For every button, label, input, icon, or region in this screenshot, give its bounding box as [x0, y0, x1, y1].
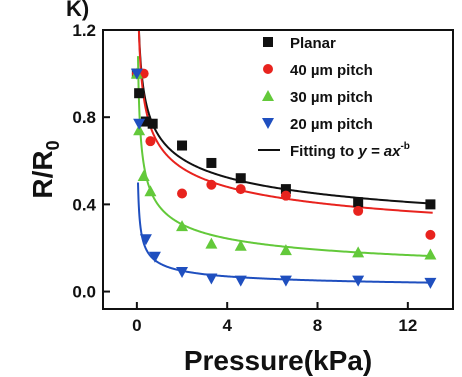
fit-curve-1 [137, 30, 433, 205]
data-point [130, 68, 143, 80]
data-point [145, 136, 156, 147]
y-axis-title: R/R0 [27, 140, 63, 198]
data-point [144, 185, 157, 197]
data-point [280, 190, 291, 201]
legend-label: 30 µm pitch [290, 89, 373, 106]
legend-marker [263, 64, 273, 74]
legend: Planar 40 µm pitch 30 µm pitch 20 µm pitch F… [258, 35, 410, 160]
y-axis-title-subscript: 0 [43, 140, 63, 150]
data-point [176, 266, 189, 278]
plot-frame [102, 29, 454, 310]
data-point [205, 237, 218, 249]
data-point [206, 157, 217, 168]
series-1 [131, 68, 436, 210]
data-point [424, 277, 437, 289]
data-point [280, 184, 291, 195]
legend-label: Planar [290, 35, 336, 52]
x-tick-label: 4 [222, 316, 232, 335]
y-tick-label: 1.2 [72, 21, 96, 40]
panel-label: K) [66, 0, 89, 21]
legend-marker [262, 118, 274, 129]
x-tick-label: 8 [313, 316, 322, 335]
x-tick-label: 12 [398, 316, 417, 335]
data-point [134, 88, 145, 99]
data-point [279, 275, 292, 287]
data-point [352, 275, 365, 287]
data-point [235, 173, 246, 184]
data-point [279, 244, 292, 256]
plot-area [130, 30, 437, 289]
data-point [205, 273, 218, 285]
data-point [234, 239, 247, 251]
legend-marker [262, 90, 274, 101]
data-point [139, 234, 152, 246]
data-point [176, 220, 189, 232]
legend-label: 20 µm pitch [290, 116, 373, 133]
data-point [140, 116, 151, 127]
y-axis-title-main: R/R [27, 150, 58, 198]
data-point [133, 124, 146, 136]
data-point [137, 170, 150, 182]
data-point [147, 118, 158, 129]
data-point [148, 251, 161, 263]
data-point [425, 199, 436, 210]
axis-ticks: 0 4 8 12 0.0 0.4 0.8 1.2 [72, 21, 417, 335]
data-point [353, 197, 364, 208]
fit-curve-2 [137, 30, 433, 214]
y-tick-label: 0.4 [72, 195, 96, 214]
y-tick-label: 0.0 [72, 283, 96, 302]
data-point [352, 246, 365, 258]
data-point [353, 205, 364, 216]
data-point [177, 188, 188, 199]
legend-marker [263, 37, 273, 47]
series-4 [130, 68, 437, 289]
data-point [234, 275, 247, 287]
x-axis-title: Pressure(kPa) [184, 345, 372, 376]
legend-label: 40 µm pitch [290, 62, 373, 79]
data-point [133, 118, 146, 130]
data-point [177, 140, 188, 151]
legend-fit-label: Fitting to y = ax-b [290, 141, 410, 160]
data-point [235, 184, 246, 195]
x-tick-label: 0 [132, 316, 141, 335]
data-point [425, 229, 436, 240]
data-point [424, 248, 437, 260]
y-tick-label: 0.8 [72, 108, 96, 127]
data-point [206, 179, 217, 190]
series-3 [130, 67, 437, 260]
